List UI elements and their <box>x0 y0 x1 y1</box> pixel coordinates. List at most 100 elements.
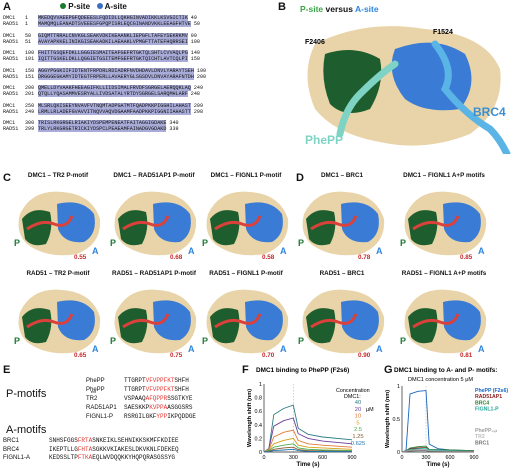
a-site-surface <box>341 202 379 243</box>
p-site-surface <box>210 210 240 246</box>
alignment-row: RAD51 51 AVAYAPKKELINIKGISEAKADKILAEAAKLVP… <box>3 38 239 45</box>
motif-chain <box>26 313 74 329</box>
legend-entry: FIGNL1-P <box>475 407 499 413</box>
legend-entry: 5 <box>356 420 359 426</box>
a-motif-table: BRC1 SNHSFGGSFRTASNKEIKLSEHNIKKSKMFFKDIEE… <box>3 437 179 463</box>
alignment-start: 1 <box>25 15 29 21</box>
y-tick-label: 1 <box>259 382 262 388</box>
alignment-start: 1 <box>25 21 29 27</box>
series-line <box>263 417 353 453</box>
legend-entry: TR2 <box>475 434 485 440</box>
structure-title: DMC1 – FIGNL1 A+P motifs <box>403 172 485 179</box>
p-site-marker: P <box>110 238 116 248</box>
model-score: 0.58 <box>262 254 275 261</box>
alignment-start: 200 <box>25 85 35 91</box>
alignment-block: DMC1 100 FHITTGSQEFDKLLGGGIESMAITEAFGEFRTG… <box>3 50 239 62</box>
p-site-surface <box>408 308 438 344</box>
p-site-marker: P <box>400 238 406 248</box>
alignment-end: 340 <box>169 120 179 126</box>
alignment-block: DMC1 250 MLSRLQKISEEYNVAVFVTNQMTADPGATMTFQ… <box>3 102 239 115</box>
motif-name-sub: ext <box>90 388 97 394</box>
y-tick-label: 0 <box>259 450 262 456</box>
model-score: 0.68 <box>170 254 183 261</box>
legend-entry: 0.625 <box>351 441 366 447</box>
alignment-row: RAD51 151 DRGGGEGKAMYIDTEGTFRPERLLAVAERYGL… <box>3 73 239 80</box>
p-site-surface <box>323 50 382 113</box>
alignment-start: 101 <box>25 56 35 62</box>
motif-name: PhePPext <box>86 386 105 394</box>
motif-seq-core: YPP <box>156 412 168 420</box>
motif-chain <box>122 215 170 231</box>
series-line <box>263 446 353 453</box>
alignment-end: 200 <box>196 73 207 80</box>
p-site-dot-icon <box>60 3 66 9</box>
x-axis-label: Time (s) <box>297 462 320 468</box>
series-line <box>401 450 474 453</box>
p-motif-row: FIGNL1-P RSRGILGKFYPPIKPQDDGE <box>86 413 196 422</box>
a-site-surface <box>153 202 191 243</box>
chart-f: DMC1 binding to PhePP (F2s6) 0 300 600 900 0 0… <box>247 367 374 468</box>
f1524-label: F1524 <box>433 29 453 36</box>
motif-seq-core: VFVPPFKT <box>145 377 175 384</box>
alignment-end: 49 <box>190 15 197 21</box>
motif-seq-core: FTKA <box>77 454 93 462</box>
structure-model: PA <box>110 289 197 354</box>
alignment-sequence: MLSRLQKISEEYNVAVFVTNQMTADPGATMTFQADPKKPI… <box>38 102 191 109</box>
a-site-surface <box>57 300 95 341</box>
panel-g-label: G <box>384 364 393 376</box>
y-tick-label: 0.5 <box>393 417 401 423</box>
legend-subtitle: DMC1: <box>344 394 361 400</box>
legend-entry: PhePP (F2s6) <box>475 388 508 394</box>
alignment-seq-name: DMC1 <box>3 102 16 109</box>
model-score: 0.85 <box>460 254 473 261</box>
alignment-seq-name: RAD51 <box>3 21 19 27</box>
motif-chain <box>310 313 358 329</box>
y-tick-label: 0.6 <box>255 409 263 415</box>
motif-seq-post: ASGGSRS <box>167 403 193 411</box>
alignment-sequence: TRISLRKGRGELRIAKIYDSPEMPENEATFAITAGGIGDA… <box>38 120 167 126</box>
alignment-sequence: AGGYPGGKIIFIDTENTFRPDRLRDIADRFNVDHDAVLDN… <box>38 67 194 74</box>
p-motif-row: PhePP TTGRPTVFVPPFKTSHFH <box>86 377 196 386</box>
p-site-surface <box>22 210 52 246</box>
alignment-seq-name: DMC1 <box>3 120 16 126</box>
alignment-block: DMC1 1 MKEDQVVAEEPGFQDEEESLFQDIDLLQKHGINVA… <box>3 15 239 27</box>
alignment-sequence: QTQLLYQASAMMVESRYALLIVDSATALYRTDYSGRGELS… <box>38 91 188 97</box>
alignment-start: 51 <box>25 38 32 45</box>
model-score: 0.75 <box>170 352 183 359</box>
panel-b-structure: F2406 F1524 PhePP BRC4 <box>305 26 511 154</box>
alignment-seq-name: DMC1 <box>3 15 16 21</box>
p-site-legend-label: P-site <box>68 2 91 11</box>
a-site-surface <box>245 202 283 243</box>
motif-seq-pre: TTGRPT <box>124 385 146 393</box>
structure-model: PA <box>298 191 385 256</box>
sequence-alignment: DMC1 1 MKEDQVVAEEPGFQDEEESLFQDIDLLQKHGINVA… <box>3 15 239 138</box>
alignment-end: 149 <box>190 50 200 56</box>
brc4-label: BRC4 <box>473 105 506 119</box>
structure-title: RAD51 – BRC1 <box>319 270 365 277</box>
structure-model: PA <box>110 191 197 256</box>
alignment-row: DMC1 250 MLSRLQKISEEYNVAVFVTNQMTADPGATMTFQ… <box>3 102 239 109</box>
p-site-marker: P <box>400 336 406 346</box>
alignment-row: DMC1 150 AGGYPGGKIIFIDTENTFRPDRLRDIADRFNVD… <box>3 67 239 74</box>
alignment-sequence: TRLYLRKGRGETRICKIYDSPCLPEAEAMFAINADGVGDA… <box>38 126 167 132</box>
p-site-surface <box>118 308 148 344</box>
motif-chain <box>122 313 170 329</box>
alignment-block: DMC1 200 QMELLDYVAAKFHEEAGIFKLLIIDSIMALFRV… <box>3 85 239 97</box>
y-axis-label: Wavelength shift (nm) <box>247 389 253 447</box>
alignment-block: DMC1 300 TRISLRKGRGELRIAKIYDSPEMPENEATFAIT… <box>3 120 239 132</box>
alignment-row: DMC1 300 TRISLRKGRGELRIAKIYDSPEMPENEATFAIT… <box>3 120 239 126</box>
motif-seq-pre: KEDSSLTP <box>49 454 78 462</box>
f2406-label: F2406 <box>305 39 325 46</box>
alignment-seq-name: RAD51 <box>3 126 19 132</box>
alignment-end: 249 <box>193 85 204 91</box>
alignment-end: 50 <box>193 21 200 27</box>
a-site-surface <box>245 300 283 341</box>
x-tick-label: 900 <box>348 455 357 461</box>
alignment-start: 50 <box>25 32 32 39</box>
p-site-marker: P <box>202 238 208 248</box>
p-motif-row: PhePPext TTGRPTVFVPPFKTSHFH <box>86 386 196 396</box>
motif-seq-post: EQLWVDQQKKYHQPQRASGSSYG <box>92 454 176 462</box>
a-site-marker: A <box>478 246 485 256</box>
panel-a-label: A <box>3 1 11 13</box>
alignment-sequence: GIQMTTRRALCNVKGLSEAKVDKIKEAANKLIEPGFLTAF… <box>38 32 188 39</box>
